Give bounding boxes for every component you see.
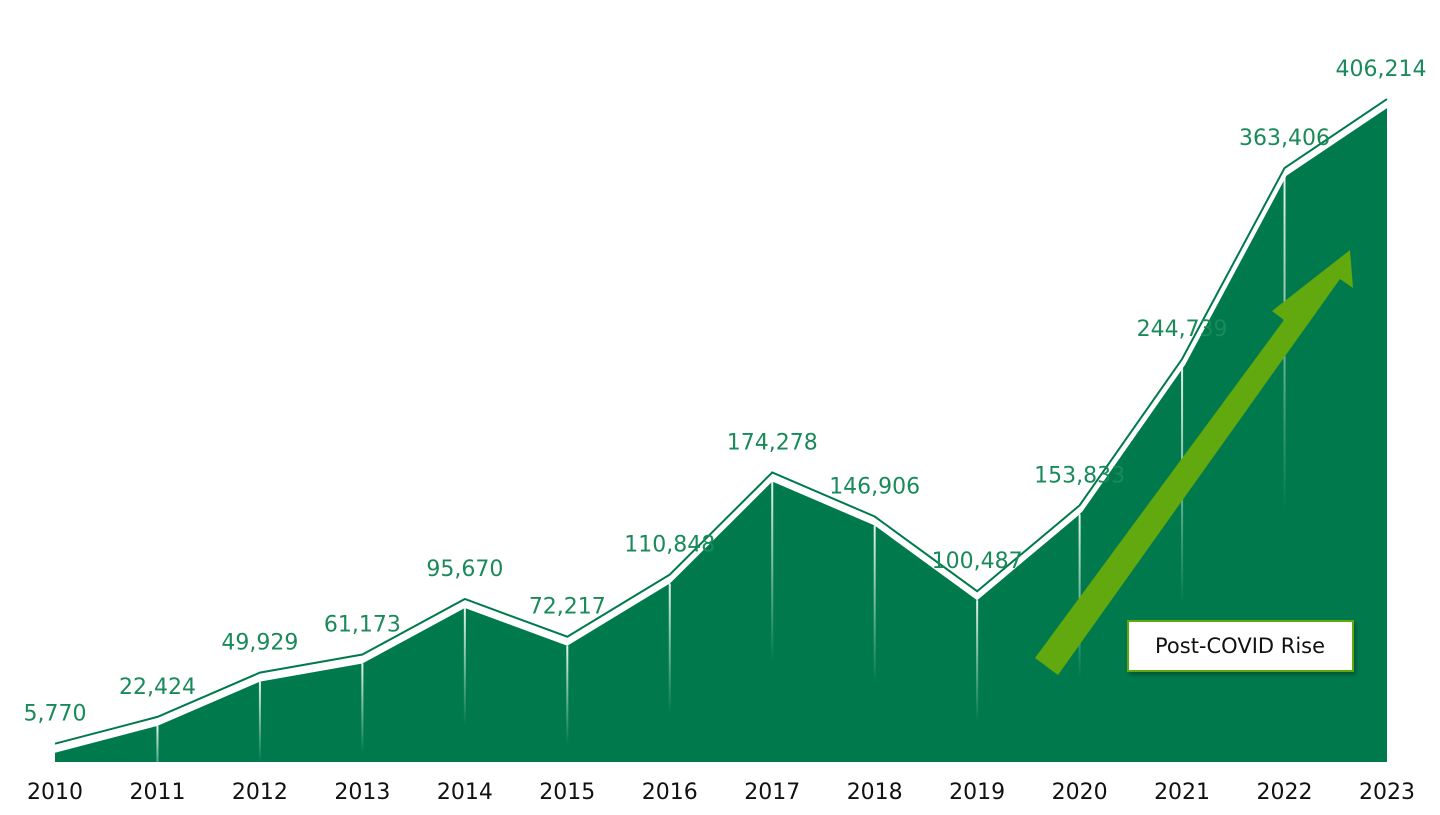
drop-line xyxy=(258,681,261,762)
drop-line xyxy=(566,645,569,744)
data-label: 406,214 xyxy=(1336,57,1427,82)
data-label: 61,173 xyxy=(324,613,401,638)
data-label: 72,217 xyxy=(529,595,606,620)
data-label: 146,906 xyxy=(829,475,920,500)
drop-line xyxy=(156,725,159,784)
annotation-text: Post-COVID Rise xyxy=(1155,634,1325,658)
drop-line xyxy=(1078,514,1081,679)
drop-line xyxy=(771,481,774,662)
area xyxy=(55,108,1387,762)
drop-line xyxy=(361,663,364,753)
drop-line xyxy=(463,607,466,725)
x-tick-label: 2013 xyxy=(334,780,390,805)
line-highlight xyxy=(54,100,1389,752)
x-tick-label: 2015 xyxy=(539,780,595,805)
drop-line xyxy=(976,600,979,722)
x-tick-label: 2011 xyxy=(129,780,185,805)
x-tick-label: 2012 xyxy=(232,780,288,805)
data-label: 244,739 xyxy=(1137,317,1228,342)
line-outline xyxy=(54,98,1388,745)
x-tick-label: 2020 xyxy=(1052,780,1108,805)
data-label: 174,278 xyxy=(727,430,818,455)
data-label: 110,848 xyxy=(624,533,715,558)
data-label: 49,929 xyxy=(221,631,298,656)
x-tick-label: 2023 xyxy=(1359,780,1415,805)
x-tick-label: 2010 xyxy=(27,780,83,805)
x-tick-label: 2018 xyxy=(847,780,903,805)
data-label: 100,487 xyxy=(932,549,1023,574)
data-label: 5,770 xyxy=(24,702,87,727)
x-tick-label: 2019 xyxy=(949,780,1005,805)
drop-line xyxy=(668,583,671,713)
x-tick-label: 2014 xyxy=(437,780,493,805)
data-label: 22,424 xyxy=(119,675,196,700)
trend-arrow xyxy=(1035,250,1353,675)
data-label: 363,406 xyxy=(1239,126,1330,151)
drop-line xyxy=(873,525,876,684)
x-tick-label: 2017 xyxy=(744,780,800,805)
x-tick-label: 2016 xyxy=(642,780,698,805)
x-tick-label: 2021 xyxy=(1154,780,1210,805)
annotation: Post-COVID Rise xyxy=(1127,620,1354,672)
data-label: 95,670 xyxy=(426,557,503,582)
annotation-box xyxy=(1127,620,1354,672)
data-label: 153,833 xyxy=(1034,463,1125,488)
x-tick-label: 2022 xyxy=(1257,780,1313,805)
plot-area: 5,770 2010 22,424 2011 49,929 2012 61,173 2013 9… xyxy=(24,57,1427,805)
